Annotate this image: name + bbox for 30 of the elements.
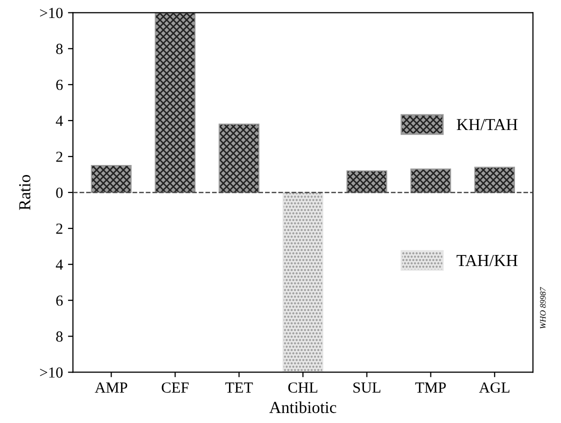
- bar: [218, 124, 260, 194]
- y-tick-label: 0: [56, 188, 63, 198]
- x-tick-label: CEF: [162, 382, 189, 393]
- bar: [90, 164, 132, 194]
- x-tick-label: TMP: [415, 382, 446, 393]
- bar: [346, 170, 388, 194]
- y-tick-label: >10: [40, 8, 63, 18]
- text: WHO 89987: [540, 286, 546, 329]
- y-tick-label: 4: [56, 260, 63, 270]
- bar: [474, 166, 515, 194]
- legend-label: TAH/KH: [456, 254, 518, 266]
- y-tick-label: 8: [56, 331, 63, 342]
- y-tick-label: 4: [56, 116, 63, 126]
- x-tick-label: CHL: [288, 382, 318, 393]
- x-tick-label: AMP: [94, 382, 128, 393]
- bar: [154, 12, 196, 194]
- y-tick-label: 8: [56, 44, 63, 54]
- y-tick-label: >10: [40, 367, 63, 378]
- bar: [410, 168, 452, 194]
- legend-label: KH/TAH: [456, 119, 518, 130]
- x-tick-label: SUL: [353, 382, 380, 393]
- x-tick-label: TET: [225, 382, 253, 393]
- bar: [282, 192, 324, 372]
- x-tick-label: AGL: [479, 382, 510, 393]
- y-tick-label: 2: [56, 224, 62, 234]
- y-tick-label: 6: [56, 296, 63, 306]
- y-tick-label: 2: [56, 152, 62, 162]
- x-axis-title: Antibiotic: [269, 401, 336, 414]
- y-axis-title: Ratio: [19, 175, 30, 210]
- y-tick-label: 6: [56, 80, 63, 90]
